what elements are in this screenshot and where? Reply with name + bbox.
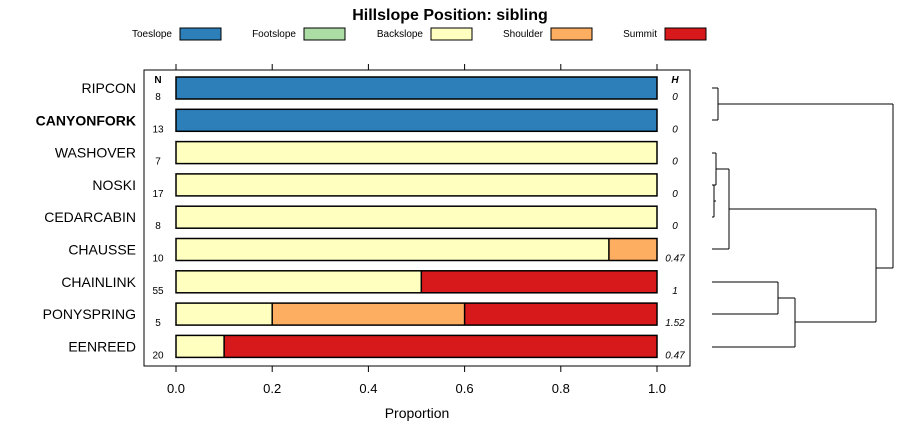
bar-outline xyxy=(175,205,658,229)
bar-outline xyxy=(175,270,658,294)
row-chainlink: CHAINLINK 55 1 xyxy=(61,270,678,297)
n-value: 17 xyxy=(152,189,164,200)
h-value: 0 xyxy=(672,124,678,135)
n-value: 55 xyxy=(152,286,164,297)
h-value: 0.47 xyxy=(665,254,685,265)
h-value: 0 xyxy=(672,221,678,232)
legend-label-toeslope: Toeslope xyxy=(132,29,172,40)
chart-title: Hillslope Position: sibling xyxy=(352,7,548,24)
bar-outline xyxy=(175,173,658,197)
bar-outline xyxy=(175,108,658,133)
h-value: 1.52 xyxy=(665,318,685,329)
bar-segment-summit xyxy=(224,335,657,358)
x-tick-label: 0.4 xyxy=(359,381,377,396)
legend-label-summit: Summit xyxy=(623,29,657,40)
legend-swatch-toeslope xyxy=(179,27,222,41)
bar-segment-backslope xyxy=(176,270,422,293)
n-value: 20 xyxy=(152,350,164,361)
h-value: 1 xyxy=(672,286,678,297)
row-noski: NOSKI 17 0 xyxy=(92,173,678,200)
bar-segment-backslope xyxy=(176,335,225,358)
bar-segment-backslope xyxy=(176,141,657,164)
legend-swatch-footslope xyxy=(303,27,346,41)
h-value: 0 xyxy=(672,92,678,103)
row-washover: WASHOVER 7 0 xyxy=(55,140,678,168)
n-value: 8 xyxy=(155,92,161,103)
row-chausse: CHAUSSE 10 0.47 xyxy=(68,237,685,265)
h-value: 0.47 xyxy=(665,350,685,361)
n-value: 5 xyxy=(155,318,161,329)
bar-segment-toeslope xyxy=(176,77,657,99)
x-axis-label: Proportion xyxy=(385,405,450,421)
bar-outline xyxy=(175,237,658,262)
row-ripcon: RIPCON 8 0 xyxy=(82,76,678,103)
bar-segment-summit xyxy=(464,303,657,326)
bar-segment-shoulder xyxy=(608,238,657,261)
bar-outline xyxy=(175,334,658,359)
h-column-header: H xyxy=(671,75,679,86)
bar-segment-summit xyxy=(421,270,657,293)
x-tick-label: 0.6 xyxy=(456,381,474,396)
x-tick-label: 1.0 xyxy=(648,381,666,396)
legend-swatch-shoulder xyxy=(550,27,593,41)
legend-label-shoulder: Shoulder xyxy=(503,29,544,40)
legend-swatch-backslope xyxy=(430,27,473,41)
row-canyonfork: CANYONFORK 13 0 xyxy=(36,108,678,135)
row-label: CEDARCABIN xyxy=(44,209,136,225)
legend-swatch-summit xyxy=(664,27,707,41)
row-label: CANYONFORK xyxy=(36,112,136,128)
n-column-header: N xyxy=(154,75,161,86)
x-tick-label: 0.2 xyxy=(263,381,281,396)
bar-segment-toeslope xyxy=(176,109,657,132)
row-label: EENREED xyxy=(68,338,136,354)
row-label: NOSKI xyxy=(92,177,136,193)
bar-segment-backslope xyxy=(176,238,609,261)
row-cedarcabin: CEDARCABIN 8 0 xyxy=(44,205,678,232)
plot-area: 0.0 0.2 0.4 0.6 0.8 1.0 N H RIPCON 8 0 CANYONFORK 13… xyxy=(36,64,691,396)
bar-segment-backslope xyxy=(176,303,273,326)
n-value: 10 xyxy=(152,254,164,265)
bar-outline xyxy=(175,302,658,326)
row-label: CHAINLINK xyxy=(61,274,136,290)
legend-label-backslope: Backslope xyxy=(377,29,424,40)
legend-label-footslope: Footslope xyxy=(252,29,296,40)
bar-segment-shoulder xyxy=(272,303,465,326)
bar-segment-backslope xyxy=(176,173,657,196)
x-tick-label: 0.0 xyxy=(167,381,185,396)
bar-outline xyxy=(175,140,658,165)
row-label: WASHOVER xyxy=(55,145,136,161)
n-value: 7 xyxy=(155,157,161,168)
row-eenreed: EENREED 20 0.47 xyxy=(68,334,685,361)
bar-outline xyxy=(175,76,658,100)
plot-frame xyxy=(143,69,691,367)
row-ponyspring: PONYSPRING 5 1.52 xyxy=(43,302,685,329)
row-label: CHAUSSE xyxy=(68,242,136,258)
h-value: 0 xyxy=(672,189,678,200)
n-value: 13 xyxy=(152,124,164,135)
dendrogram xyxy=(712,87,894,348)
row-label: RIPCON xyxy=(82,80,136,96)
h-value: 0 xyxy=(672,157,678,168)
x-tick-label: 0.8 xyxy=(552,381,570,396)
row-label: PONYSPRING xyxy=(43,306,136,322)
legend: Toeslope Footslope Backslope Shoulder Summit xyxy=(132,27,707,41)
bar-segment-backslope xyxy=(176,206,657,229)
n-value: 8 xyxy=(155,221,161,232)
